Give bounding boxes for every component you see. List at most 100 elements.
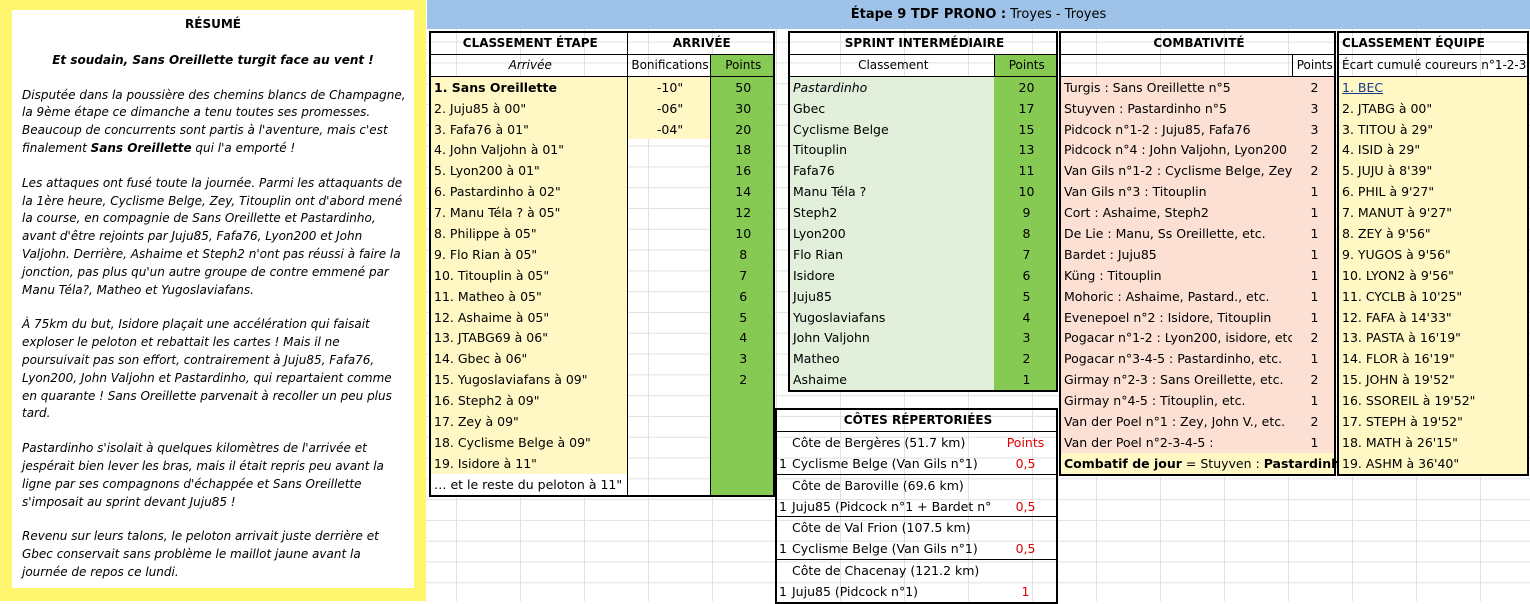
combativity-rider-cell[interactable]: Van der Poel n°1 : Zey, John V., etc. — [1060, 411, 1292, 432]
stage-points-cell[interactable]: 2 — [709, 369, 775, 391]
stage-rank-cell[interactable]: 7. Manu Téla ? à 05" — [430, 202, 628, 224]
climb-points-label[interactable] — [992, 560, 1057, 581]
stage-bonus-cell[interactable] — [627, 139, 710, 160]
climb-count-cell[interactable]: 1 — [779, 584, 787, 600]
stage-points-cell[interactable] — [709, 452, 775, 474]
climbs-header[interactable]: CÔTES RÉPERTORIÉES — [775, 408, 1058, 432]
bonus-subheader[interactable]: Bonifications — [626, 53, 711, 77]
climb-points-label[interactable] — [992, 517, 1057, 538]
combativity-points-cell[interactable]: 3 — [1292, 118, 1335, 140]
stage-points-cell[interactable]: 10 — [709, 223, 775, 244]
stage-bonus-cell[interactable] — [627, 160, 710, 181]
stage-rank-cell[interactable]: 9. Flo Rian à 05" — [430, 243, 628, 265]
combativity-rider-cell[interactable]: Pogacar n°1-2 : Lyon200, isidore, etc. — [1060, 327, 1292, 349]
team-rank-cell[interactable]: 11. CYCLB à 10'25" — [1338, 285, 1528, 307]
combativity-points-cell[interactable]: 3 — [1292, 97, 1335, 119]
stage-bonus-cell[interactable] — [627, 202, 710, 223]
combativity-points-cell[interactable]: 2 — [1292, 76, 1335, 98]
sprint-rider-cell[interactable]: Fafa76 — [789, 160, 994, 182]
stage-rank-cell[interactable]: 15. Yugoslaviafans à 09" — [430, 369, 628, 391]
combativity-rider-cell[interactable]: Stuyven : Pastardinho n°5 — [1060, 97, 1292, 119]
stage-rank-cell[interactable]: 18. Cyclisme Belge à 09" — [430, 431, 628, 453]
stage-bonus-cell[interactable] — [627, 244, 710, 265]
team-rank-cell[interactable]: 19. ASHM à 36'40" — [1338, 452, 1528, 475]
team-rank-cell[interactable]: 7. MANUT à 9'27" — [1338, 202, 1528, 224]
sprint-rider-cell[interactable]: Manu Téla ? — [789, 181, 994, 203]
team-rank-cell[interactable]: 6. PHIL à 9'27" — [1338, 181, 1528, 203]
team-rank-cell[interactable]: 14. FLOR à 16'19" — [1338, 348, 1528, 370]
sprint-points-cell[interactable]: 10 — [994, 181, 1057, 203]
sprint-rider-cell[interactable]: Isidore — [789, 264, 994, 286]
climb-blank-cell[interactable] — [776, 431, 789, 452]
stage-rank-cell[interactable]: 10. Titouplin à 05" — [430, 264, 628, 286]
team-rank-cell[interactable]: 15. JOHN à 19'52" — [1338, 369, 1528, 391]
combativity-rider-cell[interactable]: Turgis : Sans Oreillette n°5 — [1060, 76, 1292, 98]
points-subheader[interactable]: Points — [709, 53, 775, 77]
combativity-header[interactable]: COMBATIVITÉ — [1059, 31, 1336, 55]
summary-textbox[interactable]: RÉSUMÉ Et soudain, Sans Oreillette turgi… — [12, 10, 414, 588]
combativity-points-cell[interactable]: 2 — [1292, 139, 1335, 161]
combativity-points-cell[interactable]: 1 — [1292, 243, 1335, 265]
stage-bonus-cell[interactable] — [627, 411, 710, 432]
combativity-rider-cell[interactable]: Van Gils n°3 : Titouplin — [1060, 181, 1292, 203]
team-rank-cell[interactable]: 3. TITOU à 29" — [1338, 118, 1528, 140]
combativity-points-cell[interactable]: 2 — [1292, 160, 1335, 182]
stage-rank-cell[interactable]: 8. Philippe à 05" — [430, 223, 628, 244]
stage-points-cell[interactable]: 7 — [709, 264, 775, 286]
stage-bonus-cell[interactable] — [627, 474, 710, 496]
stage-rank-cell[interactable]: 16. Steph2 à 09" — [430, 390, 628, 412]
stage-rank-cell[interactable]: 5. Lyon200 à 01" — [430, 160, 628, 182]
combativity-rider-cell[interactable]: Van Gils n°1-2 : Cyclisme Belge, Zey — [1060, 160, 1292, 182]
sprint-classement-subheader[interactable]: Classement — [788, 53, 995, 77]
combativity-points-cell[interactable]: 1 — [1292, 390, 1335, 412]
stage-rank-cell[interactable]: 19. Isidore à 11" — [430, 452, 628, 474]
stage-bonus-cell[interactable] — [627, 181, 710, 202]
climb-name-cell[interactable]: Côte de Baroville (69.6 km) — [792, 477, 964, 493]
climb-name-cell[interactable]: Côte de Bergères (51.7 km) — [792, 434, 966, 450]
stage-bonus-cell[interactable] — [627, 369, 710, 390]
team-subheader[interactable]: Écart cumulé coureurs n°1-2-3 — [1337, 53, 1529, 77]
stage-points-cell[interactable] — [709, 390, 775, 412]
stage-rank-cell[interactable]: 12. Ashaime à 05" — [430, 306, 628, 328]
stage-rank-cell[interactable]: 4. John Valjohn à 01" — [430, 139, 628, 161]
combativity-points-cell[interactable]: 1 — [1292, 223, 1335, 244]
stage-points-cell[interactable]: 3 — [709, 348, 775, 370]
climb-blank-cell[interactable] — [776, 474, 789, 495]
climb-count-cell[interactable]: 1 — [779, 541, 787, 557]
stage-points-cell[interactable]: 16 — [709, 160, 775, 182]
climb-blank-cell[interactable] — [776, 517, 789, 538]
climb-blank-cell[interactable] — [776, 560, 789, 581]
combativity-empty-subheader[interactable] — [1059, 53, 1293, 77]
team-rank-cell[interactable]: 4. ISID à 29" — [1338, 139, 1528, 161]
stage-points-cell[interactable]: 5 — [709, 306, 775, 328]
stage-rank-cell[interactable]: 6. Pastardinho à 02" — [430, 181, 628, 203]
sprint-points-cell[interactable]: 17 — [994, 97, 1057, 119]
combativity-rider-cell[interactable]: Cort : Ashaime, Steph2 — [1060, 202, 1292, 224]
combativity-rider-cell[interactable]: Küng : Titouplin — [1060, 264, 1292, 286]
combativity-rider-cell[interactable]: Pogacar n°3-4-5 : Pastardinho, etc. — [1060, 348, 1292, 370]
combativity-points-cell[interactable]: 1 — [1292, 285, 1335, 307]
sprint-rider-cell[interactable]: Flo Rian — [789, 243, 994, 265]
sprint-points-cell[interactable]: 6 — [994, 264, 1057, 286]
stage-rank-cell[interactable]: … et le reste du peloton à 11" — [430, 473, 628, 496]
team-rank-cell[interactable]: 10. LYON2 à 9'56" — [1338, 264, 1528, 286]
stage-points-cell[interactable] — [709, 473, 775, 496]
sprint-points-cell[interactable]: 9 — [994, 202, 1057, 224]
sprint-points-cell[interactable]: 2 — [994, 348, 1057, 370]
climb-points-cell[interactable]: 0,5 — [1015, 541, 1036, 557]
sprint-rider-cell[interactable]: Cyclisme Belge — [789, 118, 994, 140]
combativity-points-cell[interactable]: 1 — [1292, 431, 1335, 453]
climb-points-label[interactable] — [992, 474, 1057, 495]
sprint-points-cell[interactable]: 13 — [994, 139, 1057, 161]
climb-rider-cell[interactable]: Cyclisme Belge (Van Gils n°1) — [792, 541, 978, 557]
stage-points-cell[interactable]: 12 — [709, 202, 775, 224]
team-rank-cell[interactable]: 8. ZEY à 9'56" — [1338, 223, 1528, 244]
sprint-points-cell[interactable]: 1 — [994, 369, 1057, 392]
stage-header[interactable]: CLASSEMENT ÉTAPE — [429, 31, 628, 55]
climb-name-cell[interactable]: Côte de Val Frion (107.5 km) — [792, 520, 971, 536]
combativity-rider-cell[interactable]: Girmay n°2-3 : Sans Oreillette, etc. — [1060, 369, 1292, 391]
climb-name-cell[interactable]: Côte de Chacenay (121.2 km) — [792, 563, 980, 579]
sprint-points-cell[interactable]: 4 — [994, 306, 1057, 328]
sprint-points-cell[interactable]: 15 — [994, 118, 1057, 140]
combativity-points-cell[interactable]: 2 — [1292, 327, 1335, 349]
